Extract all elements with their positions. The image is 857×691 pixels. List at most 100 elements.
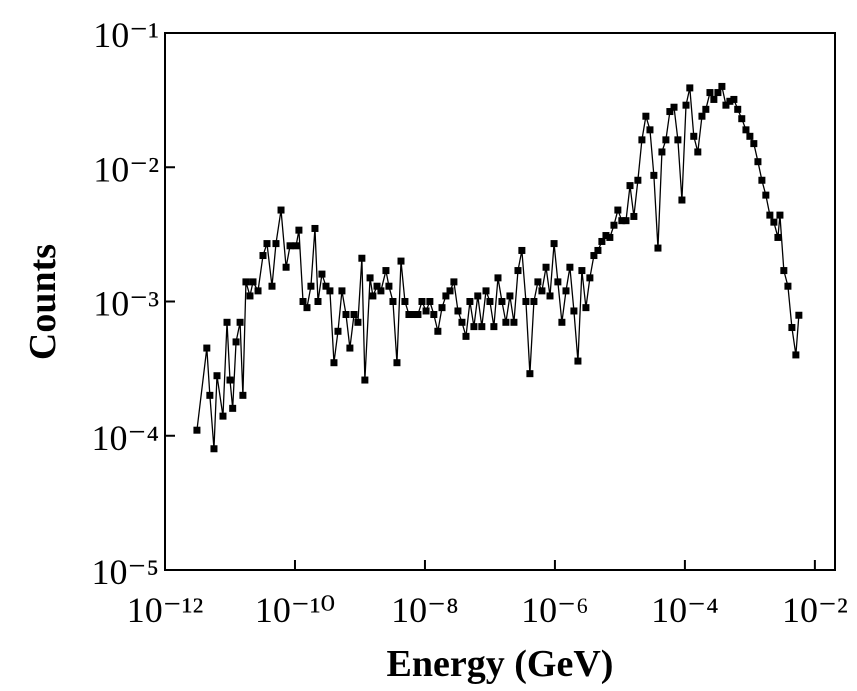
data-point: [272, 240, 280, 248]
data-point: [654, 244, 662, 252]
data-point: [286, 242, 294, 250]
data-point: [770, 218, 778, 226]
data-point: [678, 196, 686, 204]
data-point: [606, 233, 614, 241]
x-tick-label: 10⁻⁶: [521, 590, 589, 630]
data-point: [210, 445, 218, 453]
data-point: [574, 357, 582, 365]
data-point: [558, 318, 566, 326]
data-point: [277, 206, 285, 214]
data-point: [330, 359, 338, 367]
data-point: [546, 292, 554, 300]
data-point: [206, 391, 214, 399]
data-point: [554, 278, 562, 286]
data-point: [385, 282, 393, 290]
data-point: [377, 287, 385, 295]
data-point: [361, 376, 369, 384]
data-point: [422, 307, 430, 315]
data-point: [366, 274, 374, 282]
data-point: [566, 263, 574, 271]
data-point: [550, 240, 558, 248]
data-point: [562, 287, 570, 295]
data-point: [602, 232, 610, 240]
data-point: [610, 221, 618, 229]
y-tick-label: 10⁻²: [93, 149, 159, 189]
data-point: [299, 298, 307, 305]
data-point: [369, 292, 377, 300]
data-point: [750, 140, 758, 148]
data-point: [586, 274, 594, 282]
data-point: [650, 171, 658, 179]
data-point: [730, 95, 738, 103]
data-point: [510, 318, 518, 326]
data-point: [438, 304, 446, 312]
data-point: [322, 282, 330, 290]
data-point: [223, 318, 231, 326]
data-point: [722, 101, 730, 109]
data-point: [538, 287, 546, 295]
data-point: [718, 82, 726, 90]
data-point: [614, 206, 622, 214]
x-tick-label: 10⁻²: [782, 590, 848, 630]
data-point: [393, 359, 401, 367]
y-axis-label: Counts: [22, 244, 64, 360]
data-point: [442, 292, 450, 300]
data-point: [518, 246, 526, 254]
data-point: [570, 307, 578, 315]
data-point: [454, 307, 462, 315]
x-axis-label: Energy (GeV): [387, 643, 614, 685]
data-point: [666, 108, 674, 116]
data-point: [338, 287, 346, 295]
data-point: [582, 304, 590, 312]
data-point: [450, 278, 458, 286]
data-point: [307, 282, 315, 290]
data-point: [682, 101, 690, 109]
data-point: [526, 370, 534, 378]
data-point: [594, 246, 602, 254]
data-point: [232, 338, 240, 346]
data-point: [446, 287, 454, 295]
data-point: [690, 132, 698, 140]
data-point: [726, 97, 734, 105]
data-point: [342, 311, 350, 319]
data-point: [698, 112, 706, 120]
data-point: [346, 344, 354, 352]
data-point: [458, 318, 466, 326]
data-point: [249, 278, 257, 286]
data-point: [788, 324, 796, 332]
data-point: [295, 226, 303, 234]
data-point: [434, 327, 442, 335]
data-point: [642, 112, 650, 120]
data-point: [292, 242, 300, 250]
data-point: [498, 298, 506, 305]
data-point: [702, 105, 710, 113]
data-point: [213, 372, 221, 380]
data-point: [418, 298, 426, 305]
data-point: [694, 148, 702, 156]
x-tick-label: 10⁻¹⁰: [255, 590, 335, 630]
data-point: [514, 267, 522, 275]
data-point: [506, 292, 514, 300]
x-tick-label: 10⁻¹²: [127, 590, 204, 630]
data-point: [405, 311, 413, 319]
data-point: [784, 282, 792, 290]
data-point: [389, 298, 397, 305]
y-tick-label: 10⁻¹: [93, 15, 159, 55]
data-point: [239, 391, 247, 399]
data-point: [746, 132, 754, 140]
data-point: [246, 292, 254, 300]
data-point: [397, 257, 405, 265]
data-point: [486, 298, 494, 305]
data-point: [502, 318, 510, 326]
data-point: [714, 89, 722, 97]
data-point: [622, 217, 630, 225]
data-point: [242, 278, 250, 286]
data-point: [766, 211, 774, 219]
data-point: [662, 136, 670, 144]
y-tick-label: 10⁻⁴: [91, 418, 159, 458]
data-point: [430, 311, 438, 319]
data-point: [226, 376, 234, 384]
data-point: [203, 344, 211, 352]
data-point: [598, 237, 606, 245]
